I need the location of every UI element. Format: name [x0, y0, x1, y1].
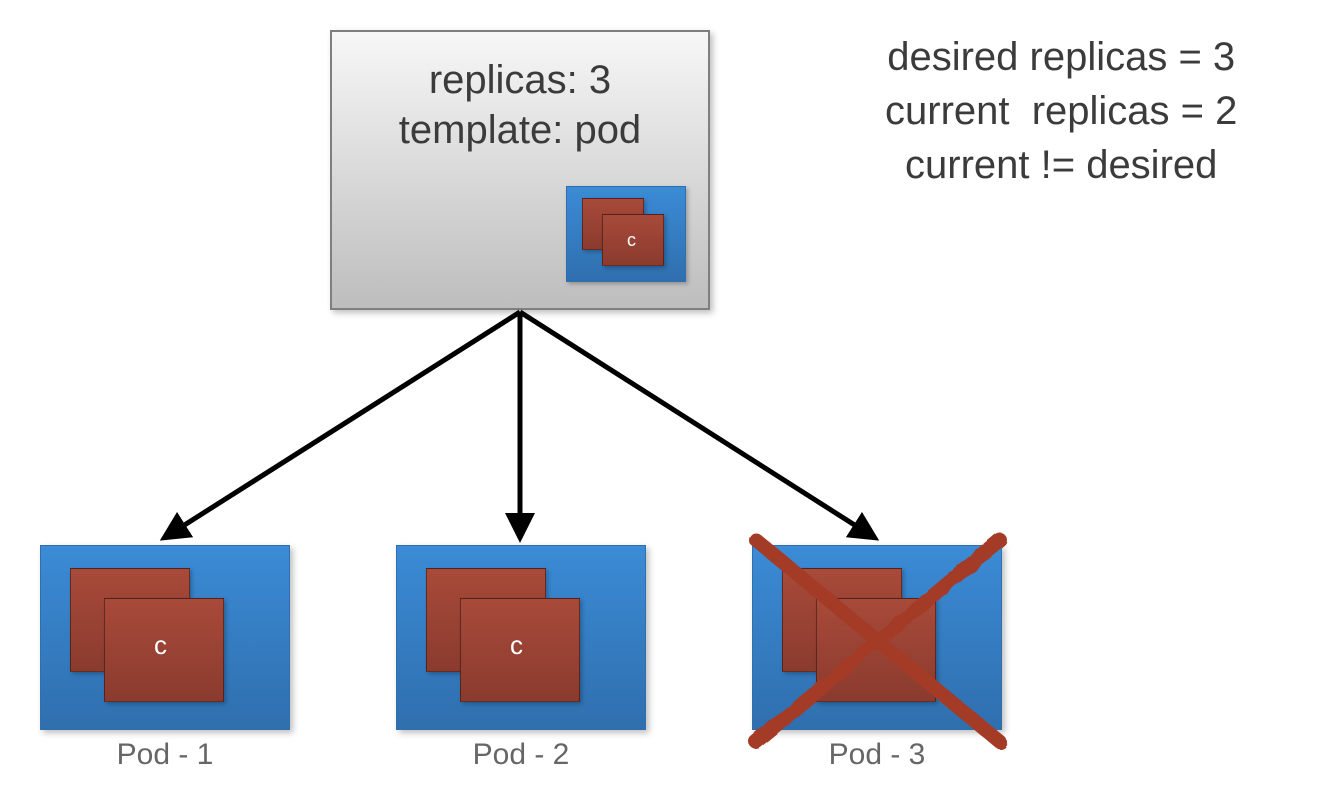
- container-c-label: c: [627, 230, 636, 251]
- arrow-line: [520, 312, 875, 538]
- container-card-icon: [816, 598, 936, 702]
- controller-text: replicas: 3 template: pod: [350, 55, 690, 155]
- pod-label-2: Pod - 2: [396, 738, 646, 772]
- pod-label-1: Pod - 1: [40, 738, 290, 772]
- container-c-label: c: [154, 630, 167, 661]
- status-text: desired replicas = 3 current replicas = …: [885, 30, 1237, 192]
- pod-label-3: Pod - 3: [752, 738, 1002, 772]
- arrow-line: [164, 312, 520, 538]
- container-c-label: c: [510, 630, 523, 661]
